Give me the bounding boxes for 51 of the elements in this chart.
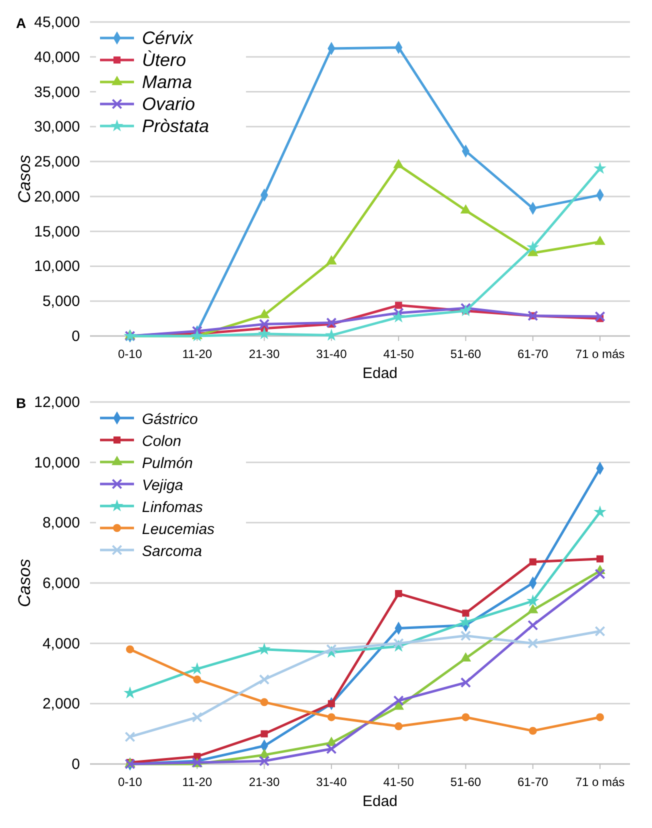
x-tick-label: 61-70 (518, 347, 549, 361)
y-tick-label: 35,000 (34, 84, 80, 101)
y-tick-label: 15,000 (34, 223, 80, 240)
legend-label: Cérvix (142, 28, 194, 48)
y-tick-label: 0 (72, 756, 80, 773)
legend-label: Leucemias (142, 521, 216, 538)
y-tick-label: 20,000 (34, 188, 80, 206)
legend-label: Mama (142, 72, 192, 92)
y-tick-label: 10,000 (34, 454, 80, 472)
y-axis-title: Casos (15, 558, 34, 608)
y-tick-label: 0 (72, 328, 80, 345)
x-tick-label: 41-50 (383, 775, 414, 789)
legend-label: Ùtero (142, 50, 186, 70)
legend-label: Gástrico (142, 411, 198, 428)
x-tick-label: 11-20 (182, 775, 212, 789)
y-tick-label: 4,000 (42, 635, 80, 652)
legend-label: Sarcoma (142, 543, 202, 560)
y-tick-label: 12,000 (34, 394, 80, 411)
y-tick-label: 6,000 (42, 575, 80, 592)
y-tick-label: 25,000 (34, 154, 80, 171)
y-tick-label: 5,000 (42, 293, 80, 310)
x-tick-label: 31-40 (316, 347, 348, 361)
legend-label: Vejiga (142, 477, 184, 494)
x-tick-label: 71 o más (575, 347, 625, 361)
legend-label: Ovario (142, 94, 196, 114)
legend-label: Linfomas (142, 499, 204, 516)
y-tick-label: 45,000 (34, 14, 80, 31)
x-axis-title: Edad (362, 793, 398, 810)
x-tick-label: 0-10 (118, 347, 142, 361)
chart-title: A (16, 15, 26, 31)
chart-title: B (16, 395, 26, 411)
legend-label: Pulmón (142, 455, 193, 472)
y-tick-label: 40,000 (34, 48, 80, 66)
x-tick-label: 41-50 (383, 347, 414, 361)
x-tick-label: 11-20 (182, 347, 212, 361)
x-tick-label: 71 o más (575, 775, 625, 789)
legend-label: Pròstata (142, 116, 210, 136)
y-axis-title: Casos (15, 154, 34, 204)
y-tick-label: 10,000 (34, 258, 80, 276)
x-tick-label: 51-60 (450, 347, 482, 361)
legend-label: Colon (142, 433, 182, 450)
x-tick-label: 61-70 (518, 775, 549, 789)
y-tick-label: 8,000 (42, 514, 80, 532)
y-tick-label: 2,000 (42, 696, 80, 713)
x-tick-label: 21-30 (248, 775, 280, 789)
x-tick-label: 31-40 (316, 775, 348, 789)
x-axis-title: Edad (362, 365, 398, 382)
x-tick-label: 51-60 (450, 775, 482, 789)
x-tick-label: 0-10 (118, 775, 142, 789)
y-tick-label: 30,000 (34, 118, 80, 136)
x-tick-label: 21-30 (248, 347, 280, 361)
